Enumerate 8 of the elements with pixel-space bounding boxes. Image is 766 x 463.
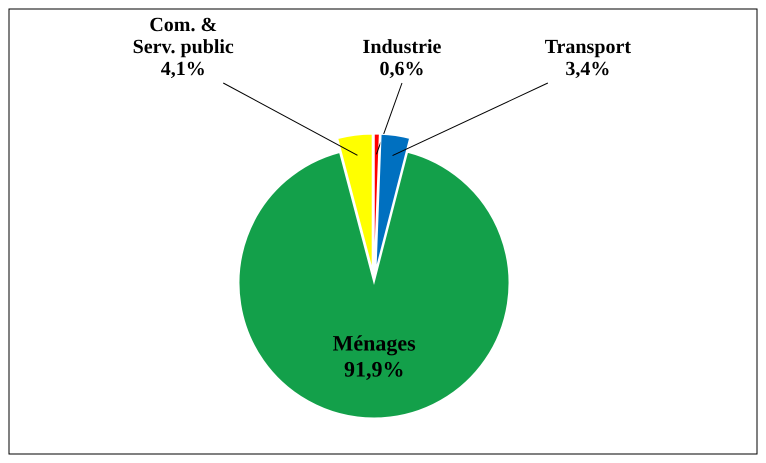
slice-label: Com. & Serv. public [132,14,234,58]
data-label: 3,4% [565,58,610,80]
slice-label: Transport [544,36,632,58]
slice-label: Ménages [332,330,416,356]
slice-label: Industrie [362,36,442,58]
data-label: 0,6% [379,58,424,80]
data-label: 91,9% [344,356,404,382]
data-label: 4,1% [160,58,206,80]
